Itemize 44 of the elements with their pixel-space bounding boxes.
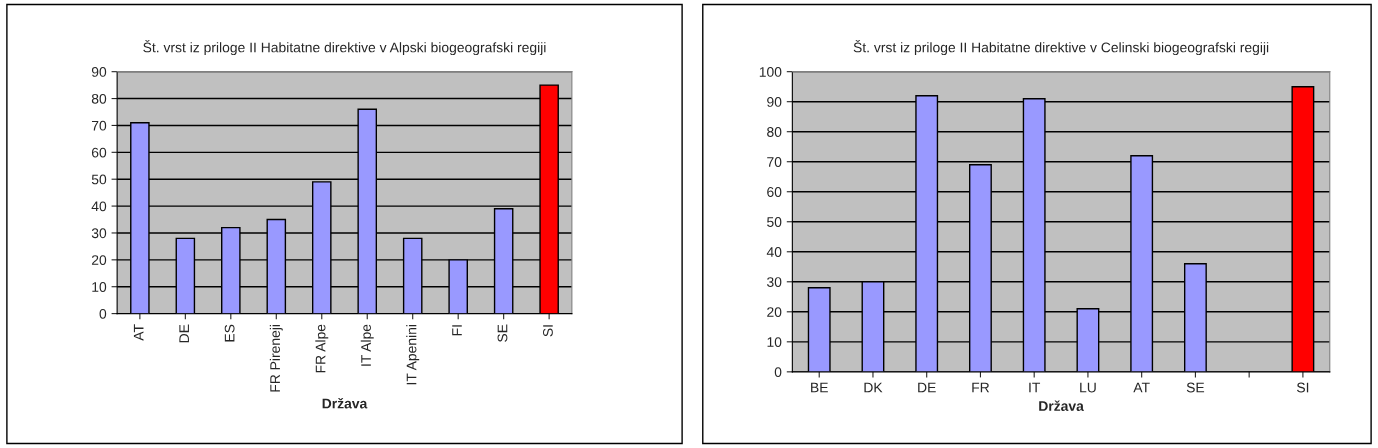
y-tick-label: 20 (767, 307, 782, 317)
x-tick-label: FI (452, 325, 462, 336)
y-tick-label: 50 (91, 174, 107, 185)
y-tick-label: 40 (766, 247, 782, 257)
x-tick-label: SE (1186, 382, 1205, 393)
x-tick-label: IT Alpe (360, 324, 374, 366)
y-tick-label: 100 (759, 67, 782, 77)
x-tick-label: DK (864, 382, 883, 393)
x-tick-label: AT (1133, 382, 1150, 393)
y-tick-label: 0 (774, 367, 782, 378)
x-tick-label: FR Alpe (315, 324, 329, 373)
y-tick-label: 90 (767, 97, 782, 107)
y-tick-label: 90 (91, 67, 107, 77)
y-tick-label: 10 (92, 282, 107, 292)
y-tick-label: 0 (99, 308, 107, 319)
y-tick-label: 40 (91, 201, 107, 212)
x-axis-title: Država (322, 397, 368, 409)
x-tick-label: DE (179, 324, 189, 343)
y-tick-label: 80 (91, 93, 107, 104)
y-tick-label: 20 (91, 255, 107, 266)
x-tick-label: FR Pireneji (269, 324, 283, 392)
x-axis-title: Država (1039, 400, 1084, 411)
chart-title: Št. vrst iz priloge II Habitatne direktive v Alpski biogeografski regiji (143, 40, 546, 56)
x-tick-label: FR (972, 382, 990, 393)
chart-title: Št. vrst iz priloge II Habitatne direktive v Celinski biogeografski regiji (853, 40, 1269, 56)
y-tick-label: 50 (767, 217, 782, 227)
y-tick-label: 60 (91, 147, 107, 158)
x-tick-label: DE (918, 382, 936, 393)
x-tick-label: BE (811, 382, 828, 393)
y-tick-label: 30 (767, 277, 782, 287)
x-tick-label: LU (1080, 382, 1096, 393)
y-tick-label: 70 (91, 120, 107, 131)
y-tick-label: 60 (767, 187, 782, 197)
x-tick-label: AT (133, 324, 144, 341)
x-tick-label: SI (1296, 382, 1309, 393)
x-tick-label: SI (543, 325, 553, 337)
y-tick-label: 80 (767, 127, 782, 137)
x-tick-label: SE (497, 324, 508, 342)
x-tick-label: IT Apenini (406, 324, 420, 385)
y-tick-label: 70 (767, 157, 782, 167)
x-tick-label: IT (1029, 382, 1041, 393)
y-tick-label: 10 (767, 337, 782, 347)
y-tick-label: 30 (91, 228, 107, 239)
x-tick-label: ES (224, 324, 235, 342)
